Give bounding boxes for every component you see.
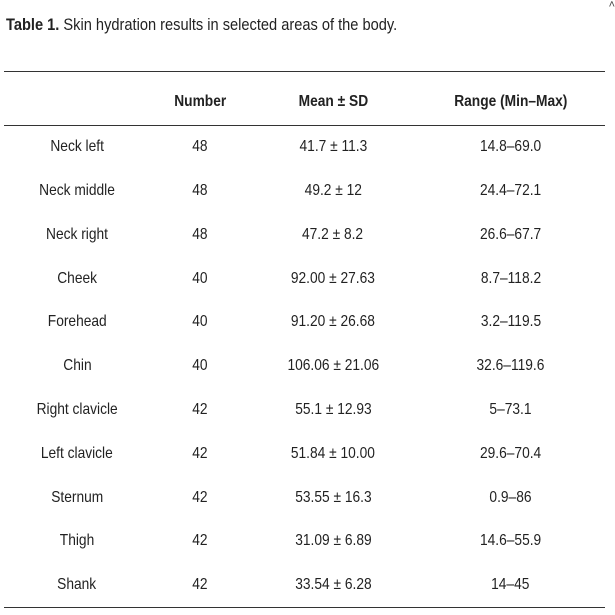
cell-range: 0.9–86 [489,489,532,506]
cell-mean-sd: 92.00 ± 27.63 [290,270,376,287]
cell-number: 40 [192,357,208,374]
cell-area: Forehead [47,313,107,330]
cell-number: 48 [192,226,208,243]
cell-number: 42 [192,489,208,506]
cell-area: Thigh [59,532,95,549]
table-header-rule [4,125,605,126]
cell-range: 24.4–72.1 [479,182,542,199]
cell-mean-sd: 51.84 ± 10.00 [290,445,376,462]
cell-range: 14.6–55.9 [479,532,542,549]
header-cell-range: Range (Min–Max) [453,93,568,110]
page-corner-mark: ˄ [608,0,615,11]
cell-number: 42 [192,401,208,418]
cell-number: 48 [192,182,208,199]
cell-range: 14.8–69.0 [479,138,542,155]
cell-area: Left clavicle [41,445,113,462]
cell-number: 42 [192,576,208,593]
cell-number: 42 [192,532,208,549]
cell-area: Neck left [50,138,104,155]
cell-range: 29.6–70.4 [479,445,542,462]
cell-area: Sternum [50,489,104,506]
header-cell-area [4,80,150,124]
header-cell-mean-sd: Mean ± SD [298,93,368,110]
cell-area: Neck middle [39,182,115,199]
cell-mean-sd: 31.09 ± 6.89 [294,532,372,549]
cell-range: 26.6–67.7 [479,226,542,243]
cell-range: 3.2–119.5 [480,313,541,330]
cell-number: 42 [192,445,208,462]
cell-range: 8.7–118.2 [480,270,541,287]
cell-mean-sd: 47.2 ± 8.2 [302,226,364,243]
cell-area: Right clavicle [36,401,118,418]
cell-range: 14–45 [491,576,530,593]
cell-mean-sd: 49.2 ± 12 [304,182,362,199]
cell-mean-sd: 33.54 ± 6.28 [294,576,372,593]
table-caption-text: Skin hydration results in selected areas… [63,15,398,34]
cell-mean-sd: 91.20 ± 26.68 [290,313,376,330]
cell-range: 32.6–119.6 [476,357,545,374]
cell-number: 40 [192,270,208,287]
table-bottom-rule [4,607,605,608]
cell-number: 48 [192,138,208,155]
table-caption-label: Table 1. [6,15,60,34]
cell-area: Cheek [57,270,97,287]
cell-mean-sd: 41.7 ± 11.3 [299,138,367,155]
cell-area: Shank [57,576,97,593]
cell-number: 40 [192,313,208,330]
header-cell-number: Number [173,93,226,110]
cell-area: Neck right [46,226,108,243]
cell-mean-sd: 55.1 ± 12.93 [294,401,372,418]
table-caption: Table 1. Skin hydration results in selec… [6,14,397,36]
cell-range: 5–73.1 [489,401,532,418]
cell-area: Chin [62,357,92,374]
table-top-rule [4,71,605,72]
cell-mean-sd: 106.06 ± 21.06 [287,357,379,374]
cell-mean-sd: 53.55 ± 16.3 [294,489,372,506]
